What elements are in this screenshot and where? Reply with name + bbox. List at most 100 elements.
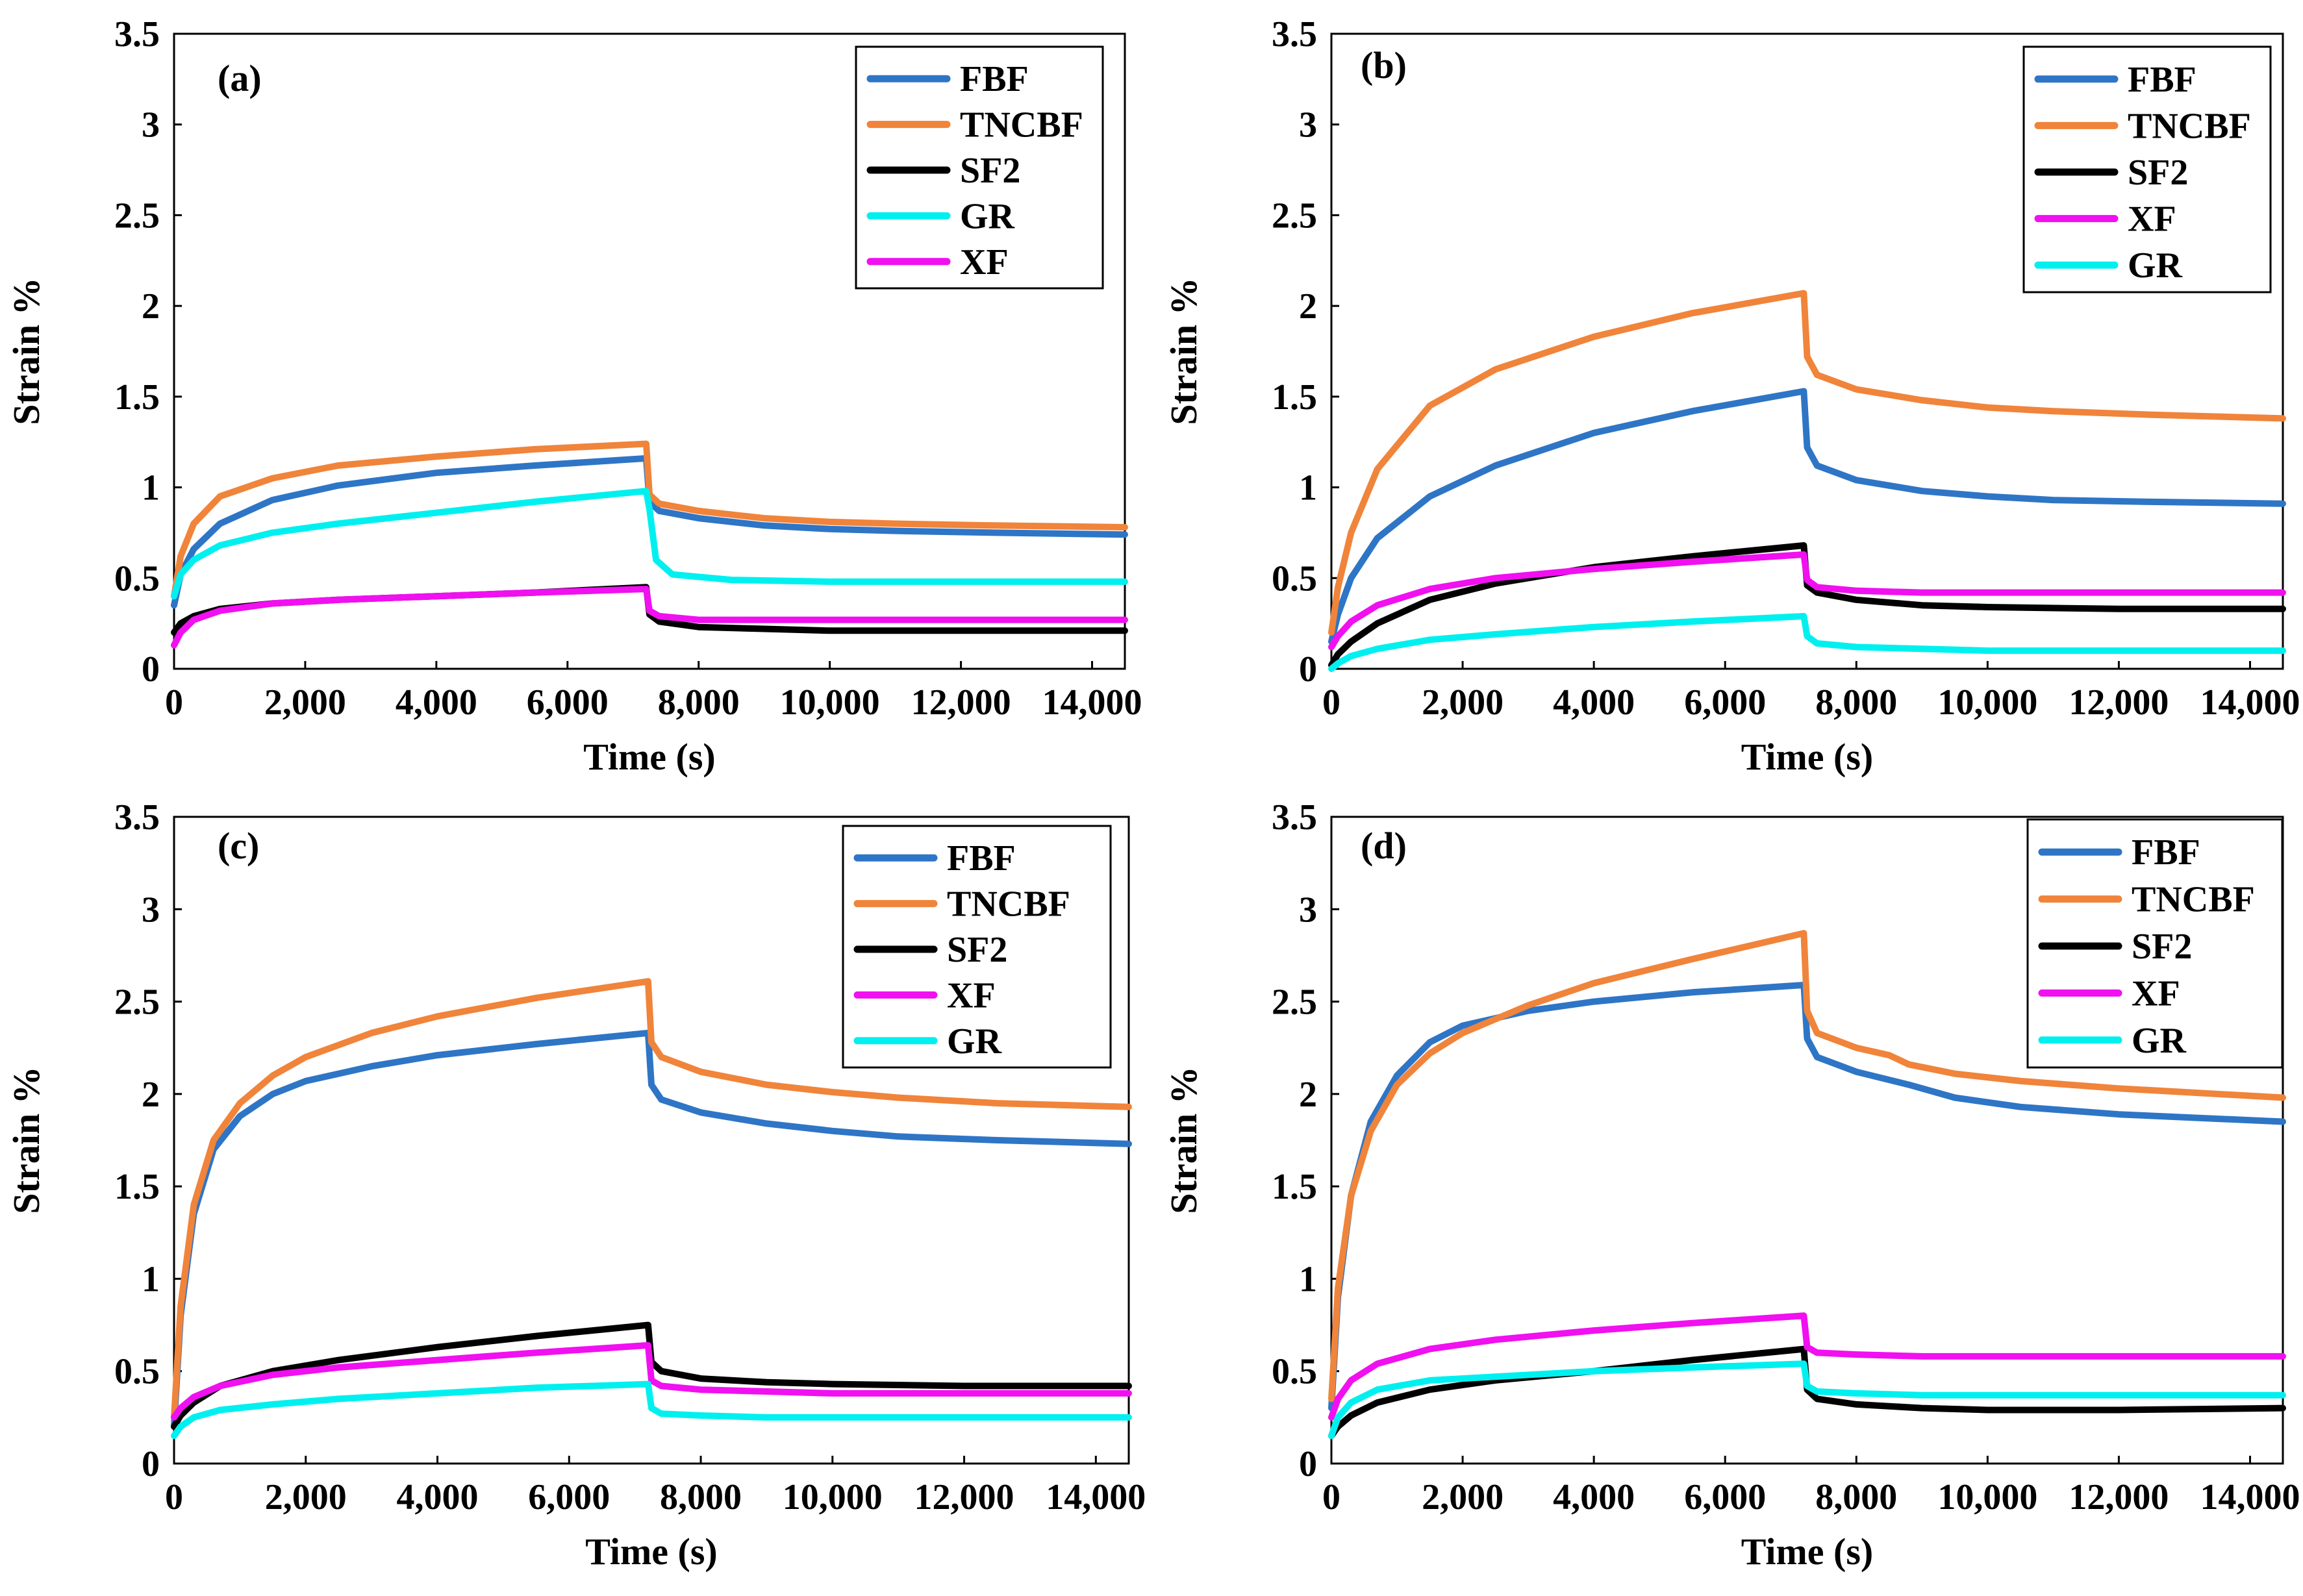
x-tick-label: 6,000 [528, 1477, 610, 1517]
legend-label-fbf: FBF [947, 838, 1016, 879]
panel-label: (b) [1361, 44, 1407, 86]
x-tick-label: 10,000 [783, 1477, 883, 1517]
series-xf [171, 1341, 1132, 1421]
y-tick-label: 2 [142, 286, 160, 327]
y-axis-title: Strain % [1163, 1066, 1205, 1214]
legend-label-tncbf: TNCBF [2128, 106, 2251, 146]
x-tick-label: 14,000 [2200, 682, 2300, 723]
series-xf [171, 586, 1128, 649]
x-tick-label: 6,000 [527, 682, 609, 723]
x-tick-label: 10,000 [780, 682, 880, 723]
series-fbf [1328, 982, 2286, 1412]
y-tick-label: 0 [142, 649, 160, 690]
series-tncbf [171, 440, 1128, 600]
y-tick-label: 0.5 [1272, 558, 1317, 599]
y-axis-title: Strain % [5, 1066, 47, 1214]
y-axis-title: Strain % [1163, 277, 1205, 425]
x-tick-label: 14,000 [2200, 1477, 2300, 1517]
legend-label-xf: XF [960, 242, 1009, 282]
panel-label: (a) [218, 57, 262, 99]
y-tick-label: 0.5 [114, 1352, 160, 1392]
legend-label-xf: XF [947, 975, 996, 1016]
y-tick-label: 0 [1299, 649, 1317, 690]
panel-3: 0 0.5 1 1.5 2 2.5 3 3.5 0 2,000 4,000 6,000 8,000 10,… [5, 797, 1146, 1573]
y-tick-label: 2.5 [114, 982, 160, 1023]
y-tick-label: 2.5 [1272, 982, 1317, 1023]
series-xf [1328, 1312, 2286, 1421]
y-tick-label: 1.5 [1272, 1167, 1317, 1207]
y-axis-title: Strain % [5, 277, 47, 425]
y-tick-label: 0 [142, 1444, 160, 1484]
y-tick-label: 3 [142, 890, 160, 930]
legend-label-sf2: SF2 [947, 930, 1007, 970]
x-tick-label: 6,000 [1684, 682, 1766, 723]
panel-1: 0 0.5 1 1.5 2 2.5 3 3.5 0 2,000 4,000 6,000 8,000 10,… [5, 14, 1142, 778]
plot-frame [173, 816, 1130, 1465]
x-tick-label: 8,000 [658, 682, 740, 723]
x-tick-label: 4,000 [397, 1477, 479, 1517]
x-tick-label: 12,000 [2069, 682, 2169, 723]
y-tick-label: 0.5 [114, 558, 160, 599]
x-tick-label: 0 [1322, 682, 1340, 723]
x-tick-label: 2,000 [264, 682, 346, 723]
series-tncbf [171, 978, 1132, 1421]
x-axis-title: Time (s) [585, 1530, 718, 1573]
x-tick-label: 14,000 [1046, 1477, 1146, 1517]
x-axis-title: Time (s) [1741, 1530, 1874, 1573]
x-tick-label: 2,000 [1422, 1477, 1504, 1517]
y-tick-label: 3.5 [114, 797, 160, 838]
legend: FBF TNCBF SF2 XF GR [842, 825, 1112, 1069]
legend: FBF TNCBF SF2 GR XF [855, 45, 1104, 290]
x-tick-label: 10,000 [1937, 1477, 2037, 1517]
x-tick-label: 8,000 [660, 1477, 742, 1517]
legend-label-sf2: SF2 [2132, 927, 2192, 967]
y-tick-label: 2 [1299, 286, 1317, 327]
y-tick-label: 0 [1299, 1444, 1317, 1484]
series-tncbf [1328, 930, 2286, 1403]
y-tick-label: 2.5 [114, 195, 160, 236]
x-tick-label: 2,000 [265, 1477, 347, 1517]
y-tick-label: 2 [142, 1075, 160, 1115]
x-tick-label: 0 [165, 1477, 183, 1517]
y-tick-label: 1.5 [1272, 377, 1317, 418]
y-tick-label: 0.5 [1272, 1352, 1317, 1392]
plot-frame [173, 32, 1126, 670]
legend: FBF TNCBF SF2 XF GR [2022, 45, 2272, 293]
series-gr [1328, 1360, 2286, 1440]
x-tick-label: 4,000 [396, 682, 477, 723]
y-tick-label: 1 [1299, 1259, 1317, 1299]
legend-label-sf2: SF2 [960, 151, 1020, 191]
x-axis-title: Time (s) [583, 736, 716, 778]
legend-label-fbf: FBF [2132, 832, 2200, 873]
x-tick-label: 6,000 [1684, 1477, 1766, 1517]
x-tick-label: 10,000 [1937, 682, 2037, 723]
x-tick-label: 12,000 [914, 1477, 1014, 1517]
y-tick-label: 3.5 [114, 14, 160, 55]
x-tick-label: 0 [165, 682, 183, 723]
y-tick-label: 3.5 [1272, 797, 1317, 838]
legend-label-sf2: SF2 [2128, 153, 2188, 193]
y-tick-label: 1 [1299, 468, 1317, 508]
legend-label-tncbf: TNCBF [2132, 880, 2255, 920]
x-tick-label: 2,000 [1422, 682, 1504, 723]
y-tick-label: 3 [1299, 890, 1317, 930]
x-tick-label: 4,000 [1553, 1477, 1635, 1517]
y-tick-label: 1.5 [114, 1167, 160, 1207]
series-gr [1328, 613, 2286, 672]
legend-label-gr: GR [2128, 245, 2183, 286]
series-tncbf [1328, 290, 2286, 636]
series-fbf [1328, 388, 2286, 645]
x-tick-label: 12,000 [911, 682, 1011, 723]
legend-label-gr: GR [960, 196, 1015, 236]
legend-label-tncbf: TNCBF [947, 884, 1070, 925]
x-tick-label: 4,000 [1553, 682, 1635, 723]
panel-label: (d) [1361, 825, 1407, 867]
legend-label-gr: GR [947, 1021, 1002, 1062]
series-gr [171, 1380, 1132, 1440]
y-tick-label: 3.5 [1272, 14, 1317, 55]
x-tick-label: 12,000 [2069, 1477, 2169, 1517]
legend-label-xf: XF [2128, 199, 2176, 240]
x-tick-label: 14,000 [1042, 682, 1142, 723]
panel-4: 0 0.5 1 1.5 2 2.5 3 3.5 0 2,000 4,000 6,000 8,000 10,… [1163, 797, 2300, 1573]
